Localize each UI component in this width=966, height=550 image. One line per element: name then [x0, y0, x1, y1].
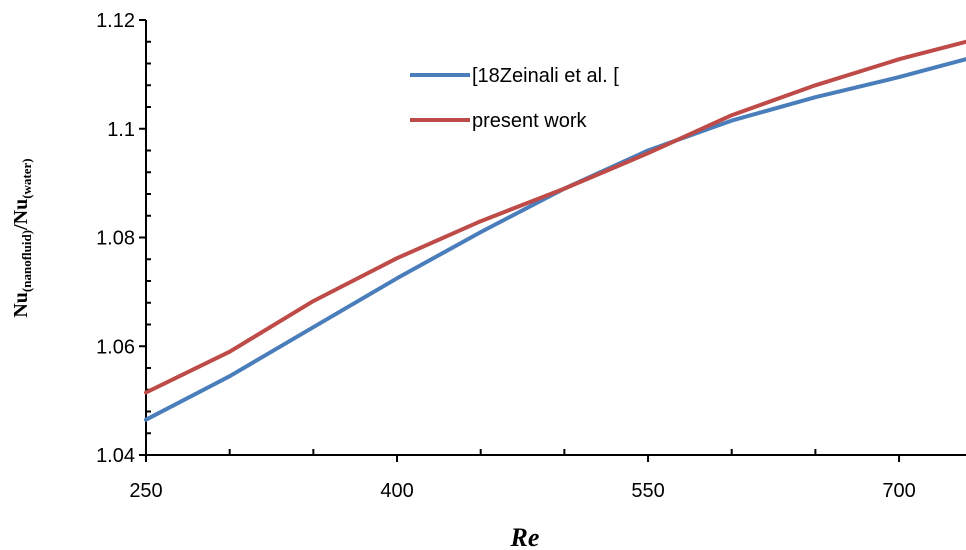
legend-label-1: [18Zeinali et al. [: [472, 65, 619, 87]
y-tick-label: 1.1: [107, 119, 135, 141]
plot-axes: 1.04 1.06 1.08 1.1 1.12 250 400 550 700: [96, 10, 966, 502]
y-axis-label-main-2: Nu: [10, 199, 32, 225]
legend-label-2: present work: [472, 110, 587, 132]
y-axis-label-sub-2: (water): [19, 158, 34, 198]
y-axis-label: Nu(nanofluid)/Nu(water): [10, 158, 34, 317]
x-axis-label: Re: [510, 523, 540, 550]
x-tick-label: 400: [380, 480, 413, 502]
x-tick-label: 550: [631, 480, 664, 502]
y-tick-label: 1.12: [96, 10, 135, 32]
y-axis-label-main-1: Nu: [10, 292, 32, 318]
series-line-2: [144, 39, 966, 395]
y-axis-label-separator: /: [10, 224, 32, 231]
y-tick-label: 1.08: [96, 228, 135, 250]
y-tick-label: 1.04: [96, 445, 135, 467]
series-layer: [144, 39, 966, 422]
legend: [18Zeinali et al. [ present work: [410, 65, 619, 132]
x-tick-label: 250: [129, 480, 162, 502]
y-axis-label-sub-1: (nanofluid): [19, 230, 34, 292]
x-tick-label: 700: [882, 480, 915, 502]
y-tick-label: 1.06: [96, 336, 135, 358]
